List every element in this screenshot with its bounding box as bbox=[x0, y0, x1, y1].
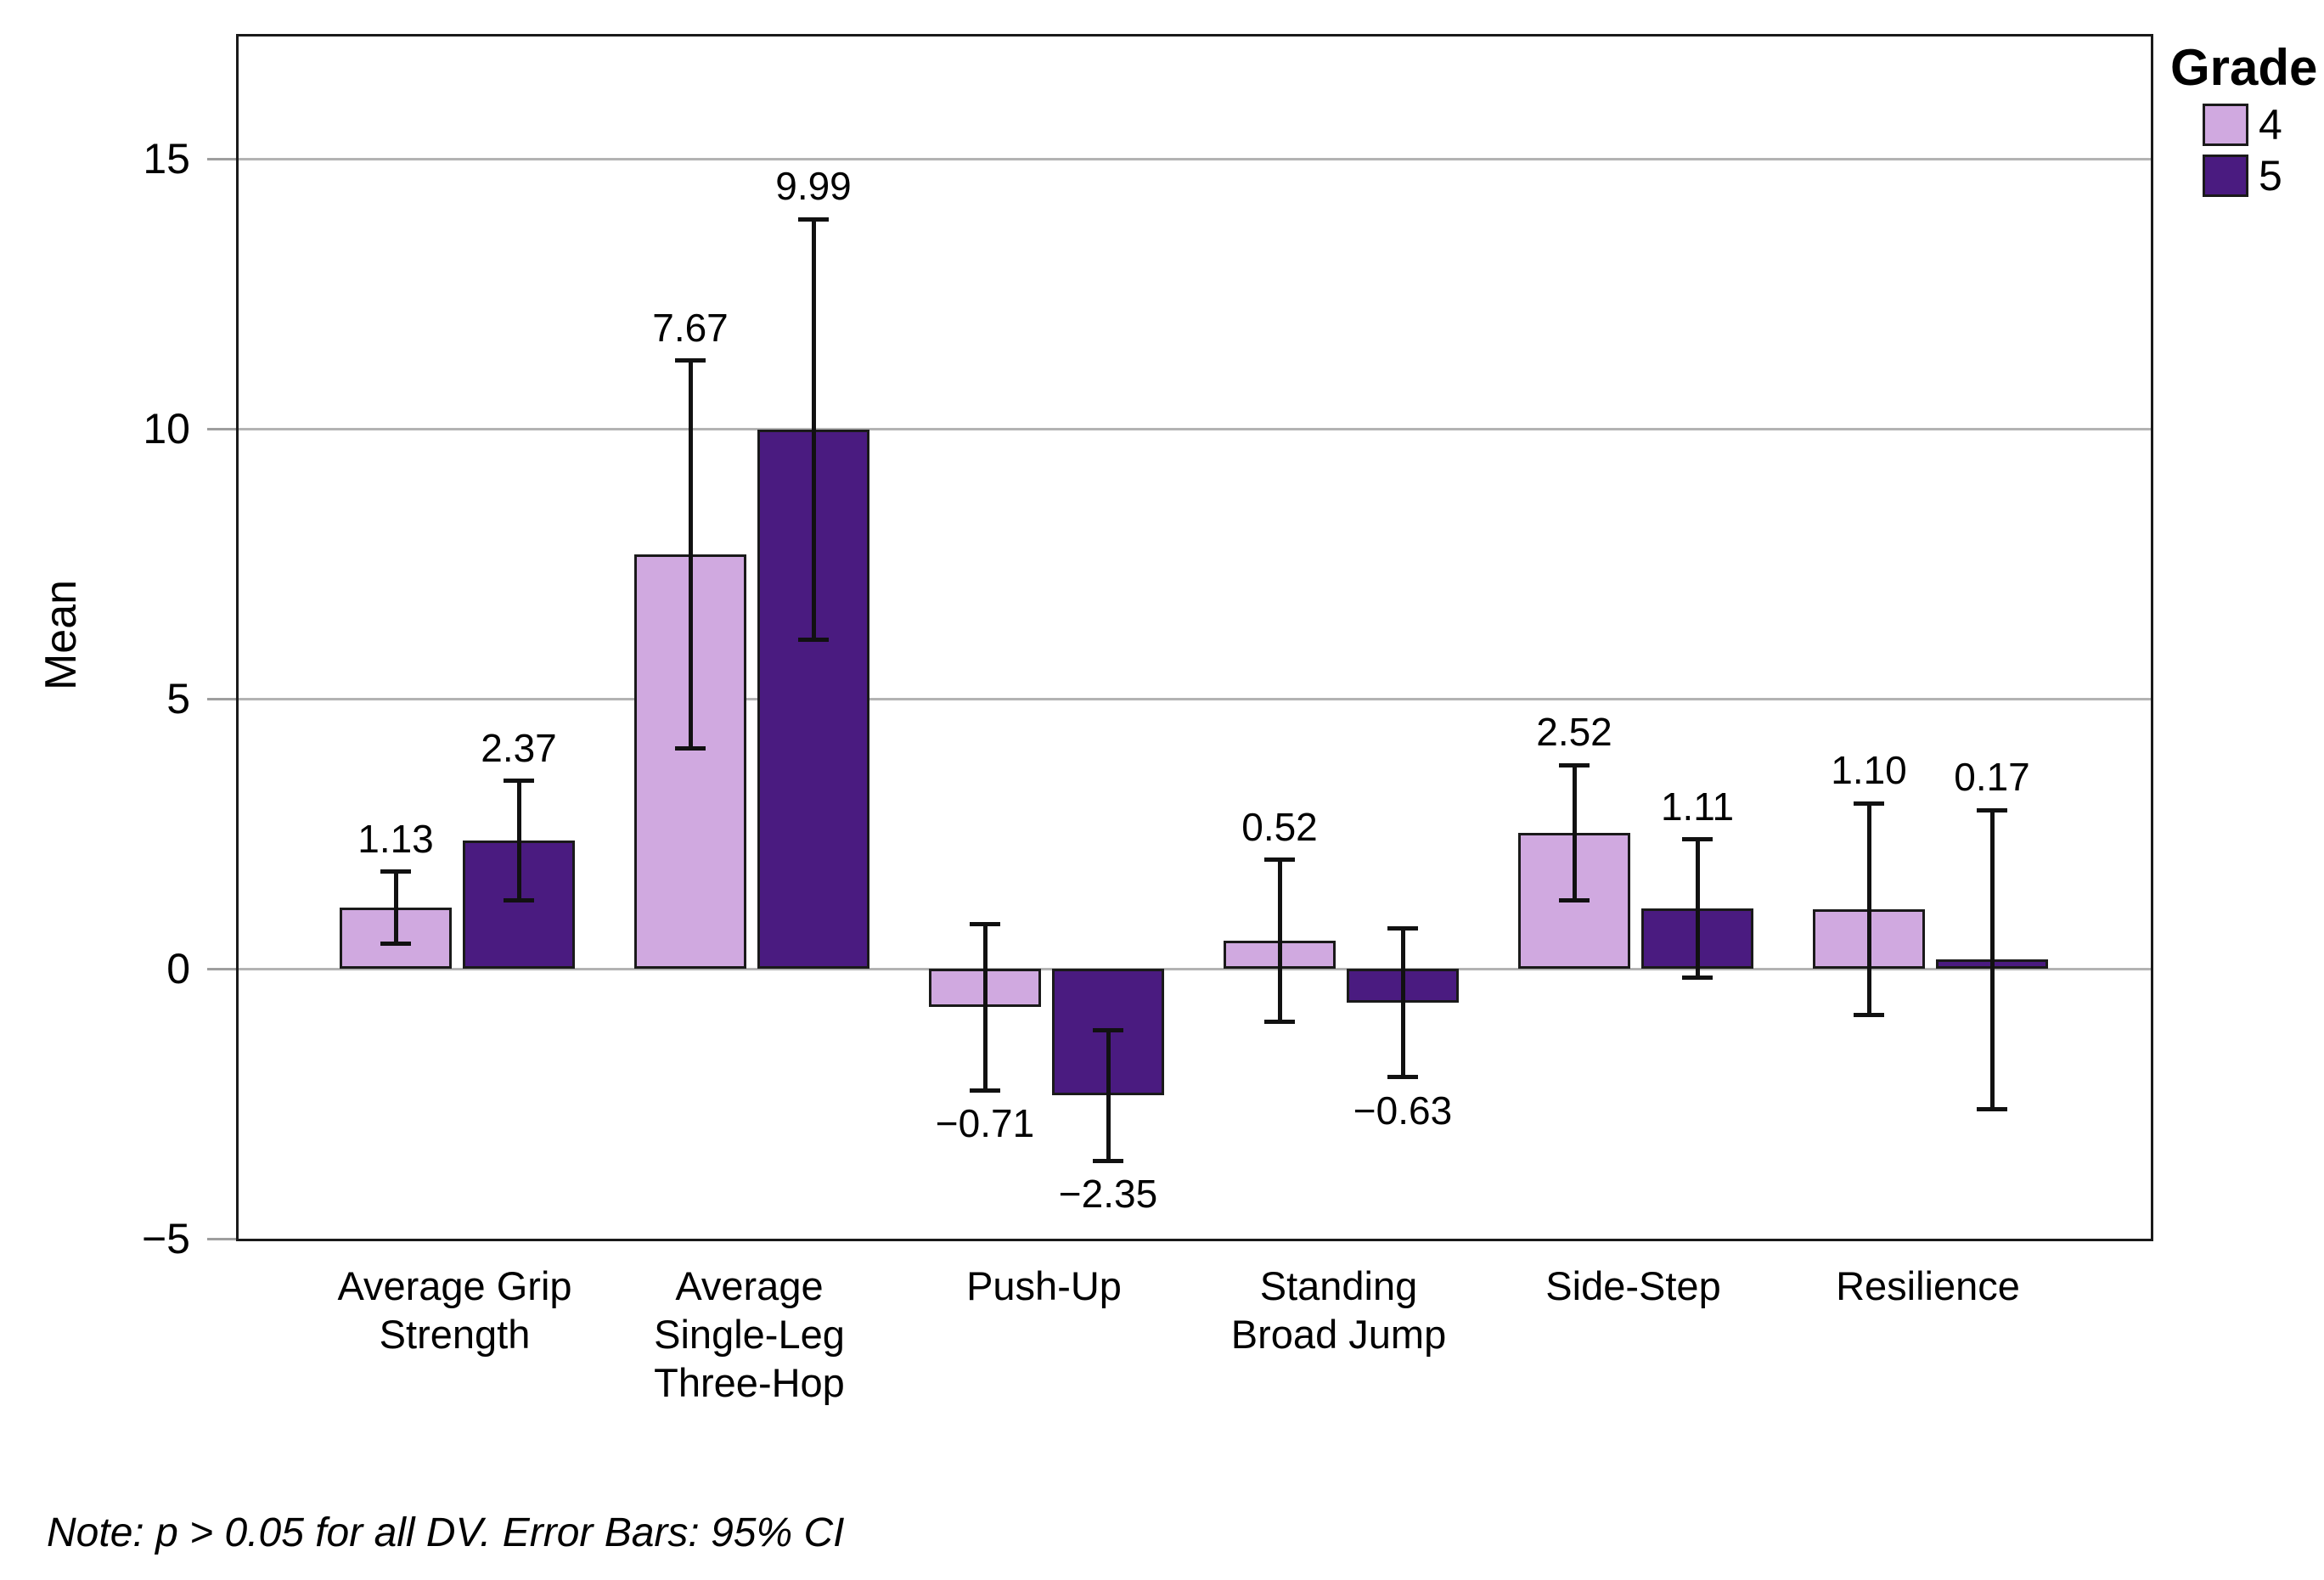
x-category-label-6: Resilience bbox=[1767, 1262, 2090, 1310]
error-cap-bottom-grade-5-5 bbox=[1682, 976, 1713, 981]
value-label-grade-5-6: 0.17 bbox=[1954, 755, 2030, 800]
x-category-label-line: Single-Leg bbox=[654, 1312, 845, 1357]
legend-label-grade-4: 4 bbox=[2259, 101, 2282, 149]
error-cap-top-grade-5-4 bbox=[1387, 925, 1418, 931]
bar-grade-5-2 bbox=[757, 429, 869, 969]
error-cap-top-grade-4-4 bbox=[1264, 857, 1295, 863]
y-tick-10 bbox=[207, 427, 236, 430]
error-cap-bottom-grade-4-6 bbox=[1854, 1013, 1884, 1018]
error-line-grade-4-3 bbox=[982, 924, 988, 1091]
error-cap-bottom-grade-4-1 bbox=[380, 942, 411, 947]
error-line-grade-5-6 bbox=[1989, 810, 1995, 1110]
x-category-label-line: Three-Hop bbox=[654, 1360, 845, 1405]
legend-swatch-grade-5 bbox=[2203, 155, 2248, 197]
error-line-grade-5-1 bbox=[516, 780, 521, 901]
error-line-grade-5-4 bbox=[1400, 928, 1405, 1077]
value-label-grade-5-1: 2.37 bbox=[481, 725, 557, 770]
error-cap-bottom-grade-4-3 bbox=[970, 1088, 1000, 1093]
y-tick-label--5: −5 bbox=[141, 1215, 190, 1262]
error-cap-top-grade-4-2 bbox=[675, 358, 706, 363]
error-cap-top-grade-4-3 bbox=[970, 921, 1000, 926]
value-label-grade-5-5: 1.11 bbox=[1660, 784, 1735, 829]
error-cap-top-grade-4-6 bbox=[1854, 801, 1884, 806]
error-line-grade-5-5 bbox=[1695, 839, 1700, 978]
error-cap-bottom-grade-5-6 bbox=[1977, 1106, 2007, 1111]
error-cap-bottom-grade-5-1 bbox=[504, 898, 534, 903]
y-tick-0 bbox=[207, 967, 236, 970]
x-category-label-5: Side-Step bbox=[1472, 1262, 1795, 1310]
error-line-grade-4-4 bbox=[1277, 859, 1282, 1022]
plot-area: −5 0 5 10 15 1.13 7.67 −0.71 0.52 2.52 1.10 2.37 9.9… bbox=[142, 34, 2153, 1262]
legend-swatch-grade-4 bbox=[2203, 104, 2248, 146]
gridline-15 bbox=[239, 157, 2151, 160]
y-tick-label-10: 10 bbox=[143, 405, 190, 453]
error-cap-top-grade-5-2 bbox=[798, 216, 829, 222]
y-tick-label-0: 0 bbox=[166, 945, 190, 992]
legend-label-grade-5: 5 bbox=[2259, 152, 2282, 200]
x-category-label-1: Average Grip Strength bbox=[294, 1262, 616, 1358]
x-category-label-line: Resilience bbox=[1836, 1263, 2020, 1308]
x-category-label-line: Standing bbox=[1259, 1263, 1418, 1308]
y-tick--5 bbox=[207, 1237, 236, 1240]
value-label-grade-4-6: 1.10 bbox=[1831, 748, 1907, 793]
value-label-grade-5-4: −0.63 bbox=[1353, 1088, 1453, 1133]
error-cap-top-grade-5-6 bbox=[1977, 807, 2007, 812]
legend-item-grade-5: 5 bbox=[2203, 155, 2324, 197]
value-label-grade-4-3: −0.71 bbox=[935, 1101, 1035, 1146]
error-cap-bottom-grade-4-4 bbox=[1264, 1019, 1295, 1024]
value-label-grade-4-2: 7.67 bbox=[652, 305, 729, 350]
error-cap-bottom-grade-5-4 bbox=[1387, 1075, 1418, 1080]
x-category-label-line: Push-Up bbox=[966, 1263, 1122, 1308]
error-line-grade-4-5 bbox=[1572, 765, 1577, 901]
value-label-grade-4-5: 2.52 bbox=[1536, 710, 1612, 755]
y-tick-5 bbox=[207, 697, 236, 700]
x-category-label-line: Broad Jump bbox=[1230, 1312, 1447, 1357]
error-cap-top-grade-5-1 bbox=[504, 779, 534, 784]
error-cap-bottom-grade-4-2 bbox=[675, 746, 706, 751]
x-category-label-line: Strength bbox=[379, 1312, 531, 1357]
value-label-grade-5-2: 9.99 bbox=[775, 164, 852, 209]
error-line-grade-4-2 bbox=[688, 360, 693, 749]
gridline-5 bbox=[239, 697, 2151, 700]
x-category-label-line: Average bbox=[675, 1263, 824, 1308]
error-line-grade-4-1 bbox=[393, 871, 398, 944]
x-category-label-line: Side-Step bbox=[1545, 1263, 1721, 1308]
y-tick-label-5: 5 bbox=[166, 675, 190, 723]
gridline-10 bbox=[239, 427, 2151, 430]
error-cap-top-grade-4-5 bbox=[1559, 762, 1590, 768]
error-line-grade-4-6 bbox=[1866, 803, 1871, 1015]
error-cap-top-grade-5-5 bbox=[1682, 837, 1713, 842]
value-label-grade-4-1: 1.13 bbox=[357, 816, 434, 861]
error-cap-top-grade-5-3 bbox=[1093, 1028, 1123, 1032]
x-category-label-line: Average Grip bbox=[337, 1263, 572, 1308]
value-label-grade-5-3: −2.35 bbox=[1058, 1172, 1158, 1217]
x-category-label-4: Standing Broad Jump bbox=[1178, 1262, 1500, 1358]
error-cap-top-grade-4-1 bbox=[380, 869, 411, 874]
error-cap-bottom-grade-4-5 bbox=[1559, 897, 1590, 902]
legend-title: Grade bbox=[2170, 39, 2318, 96]
error-line-grade-5-3 bbox=[1106, 1030, 1111, 1161]
x-category-label-3: Push-Up bbox=[883, 1262, 1206, 1310]
error-cap-bottom-grade-5-2 bbox=[798, 637, 829, 642]
value-label-grade-4-4: 0.52 bbox=[1241, 804, 1318, 849]
error-cap-bottom-grade-5-3 bbox=[1093, 1158, 1123, 1163]
note-text: Note: p > 0.05 for all DV. Error Bars: 9… bbox=[47, 1510, 845, 1555]
y-tick-15 bbox=[207, 157, 236, 160]
y-tick-label-15: 15 bbox=[143, 135, 190, 183]
error-line-grade-5-2 bbox=[811, 219, 816, 640]
x-category-label-2: Average Single-Leg Three-Hop bbox=[588, 1262, 911, 1407]
legend-item-grade-4: 4 bbox=[2203, 104, 2324, 146]
gridline-0 bbox=[239, 967, 2151, 970]
